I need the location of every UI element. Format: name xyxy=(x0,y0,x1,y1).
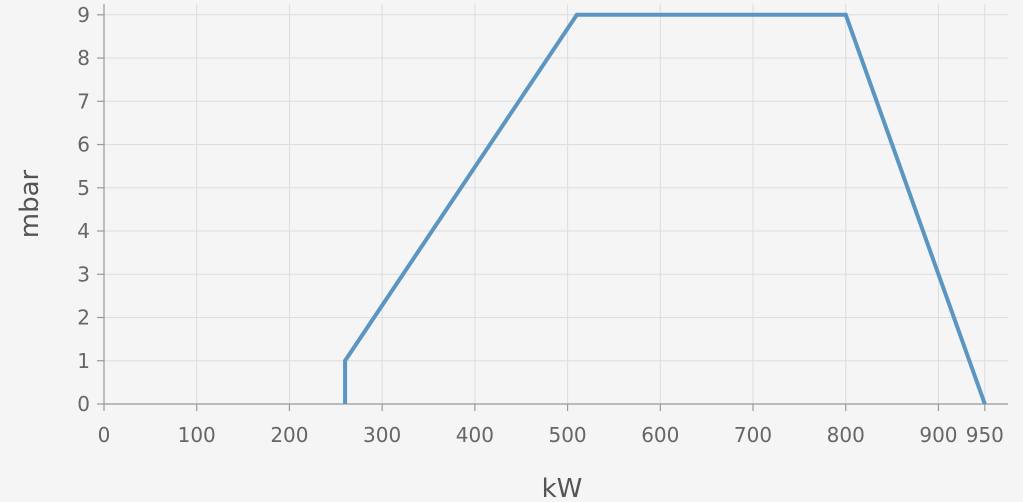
x-tick-label: 300 xyxy=(363,423,401,447)
x-tick-label: 900 xyxy=(919,423,957,447)
x-tick-label: 500 xyxy=(548,423,586,447)
x-tick-label: 200 xyxy=(270,423,308,447)
x-tick-label: 800 xyxy=(827,423,865,447)
x-tick-label: 400 xyxy=(456,423,494,447)
x-tick-label: 700 xyxy=(734,423,772,447)
tick-labels: 0 100 200 300 400 500 600 700 800 900 950 0 1 2 3 4 5 6 7 8… xyxy=(77,3,1004,447)
y-tick-label: 5 xyxy=(77,176,90,200)
y-tick-label: 1 xyxy=(77,349,90,373)
series-layer xyxy=(343,12,987,405)
y-tick-label: 3 xyxy=(77,262,90,286)
y-tick-label: 9 xyxy=(77,3,90,27)
y-tick-label: 2 xyxy=(77,306,90,330)
axes xyxy=(103,4,1008,405)
x-tick-label: 950 xyxy=(966,423,1004,447)
y-tick-label: 7 xyxy=(77,89,90,113)
y-tick-label: 8 xyxy=(77,46,90,70)
x-tick-label: 100 xyxy=(178,423,216,447)
series-line-0 xyxy=(343,12,987,405)
y-axis-title: mbar xyxy=(15,169,45,238)
x-axis-title: kW xyxy=(542,474,583,502)
y-tick-label: 4 xyxy=(77,219,90,243)
y-tick-label: 0 xyxy=(77,392,90,416)
y-tick-label: 6 xyxy=(77,133,90,157)
x-tick-label: 600 xyxy=(641,423,679,447)
grid xyxy=(104,4,1008,404)
x-tick-label: 0 xyxy=(98,423,111,447)
